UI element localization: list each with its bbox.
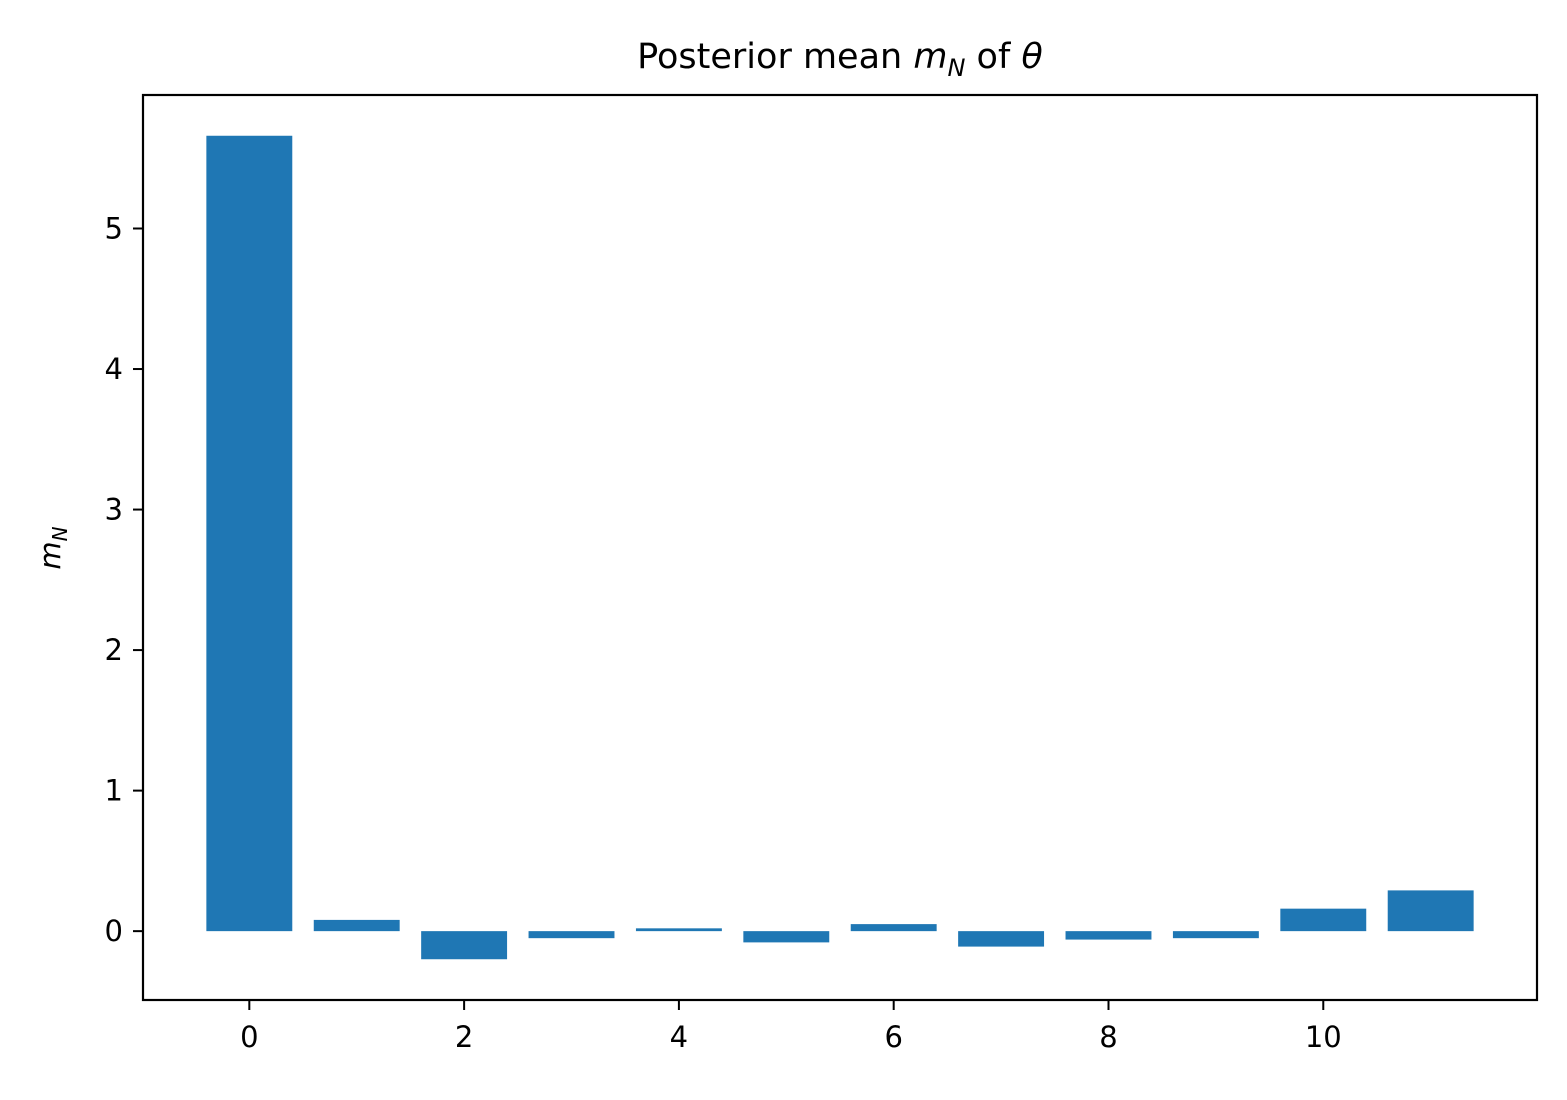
y-axis-label-var-subscript: N <box>48 526 72 541</box>
x-tick-label: 0 <box>240 1020 258 1054</box>
plot-area-frame <box>141 93 1539 1002</box>
bar-10 <box>1280 908 1367 932</box>
bar-7 <box>958 931 1045 947</box>
chart-title-var-subscript: N <box>947 54 965 82</box>
x-tick-label: 8 <box>1099 1020 1117 1054</box>
chart-title-prefix: Posterior mean <box>637 37 913 77</box>
chart-title-theta: θ <box>1021 37 1042 77</box>
y-axis-label: mN <box>33 526 72 569</box>
y-tick-label: 2 <box>105 633 123 667</box>
y-tick-label: 5 <box>105 212 123 246</box>
bar-8 <box>1065 931 1152 940</box>
y-tick-label: 1 <box>105 774 123 808</box>
bar-3 <box>528 931 615 939</box>
x-tick-label: 10 <box>1305 1020 1342 1054</box>
bar-1 <box>313 919 400 932</box>
bar-4 <box>635 928 722 932</box>
x-tick-label: 6 <box>884 1020 902 1054</box>
y-tick-label: 0 <box>105 914 123 948</box>
y-tick-label: 4 <box>105 352 123 386</box>
chart-title-var: m <box>913 37 947 77</box>
chart-title-middle: of <box>965 37 1021 77</box>
bar-group <box>206 135 1474 960</box>
y-axis: 0 1 2 3 4 5 <box>105 212 143 948</box>
y-axis-label-var: m <box>33 541 67 569</box>
bar-2 <box>421 931 508 960</box>
chart-title: Posterior mean mN of θ <box>637 37 1043 82</box>
bar-11 <box>1387 890 1474 932</box>
bar-9 <box>1172 931 1259 939</box>
x-tick-label: 4 <box>670 1020 688 1054</box>
bar-5 <box>743 931 830 943</box>
bar-6 <box>850 924 937 932</box>
x-axis: 0 2 4 6 8 10 <box>240 1000 1342 1054</box>
bar-0 <box>206 135 293 932</box>
y-tick-label: 3 <box>105 493 123 527</box>
x-tick-label: 2 <box>455 1020 473 1054</box>
